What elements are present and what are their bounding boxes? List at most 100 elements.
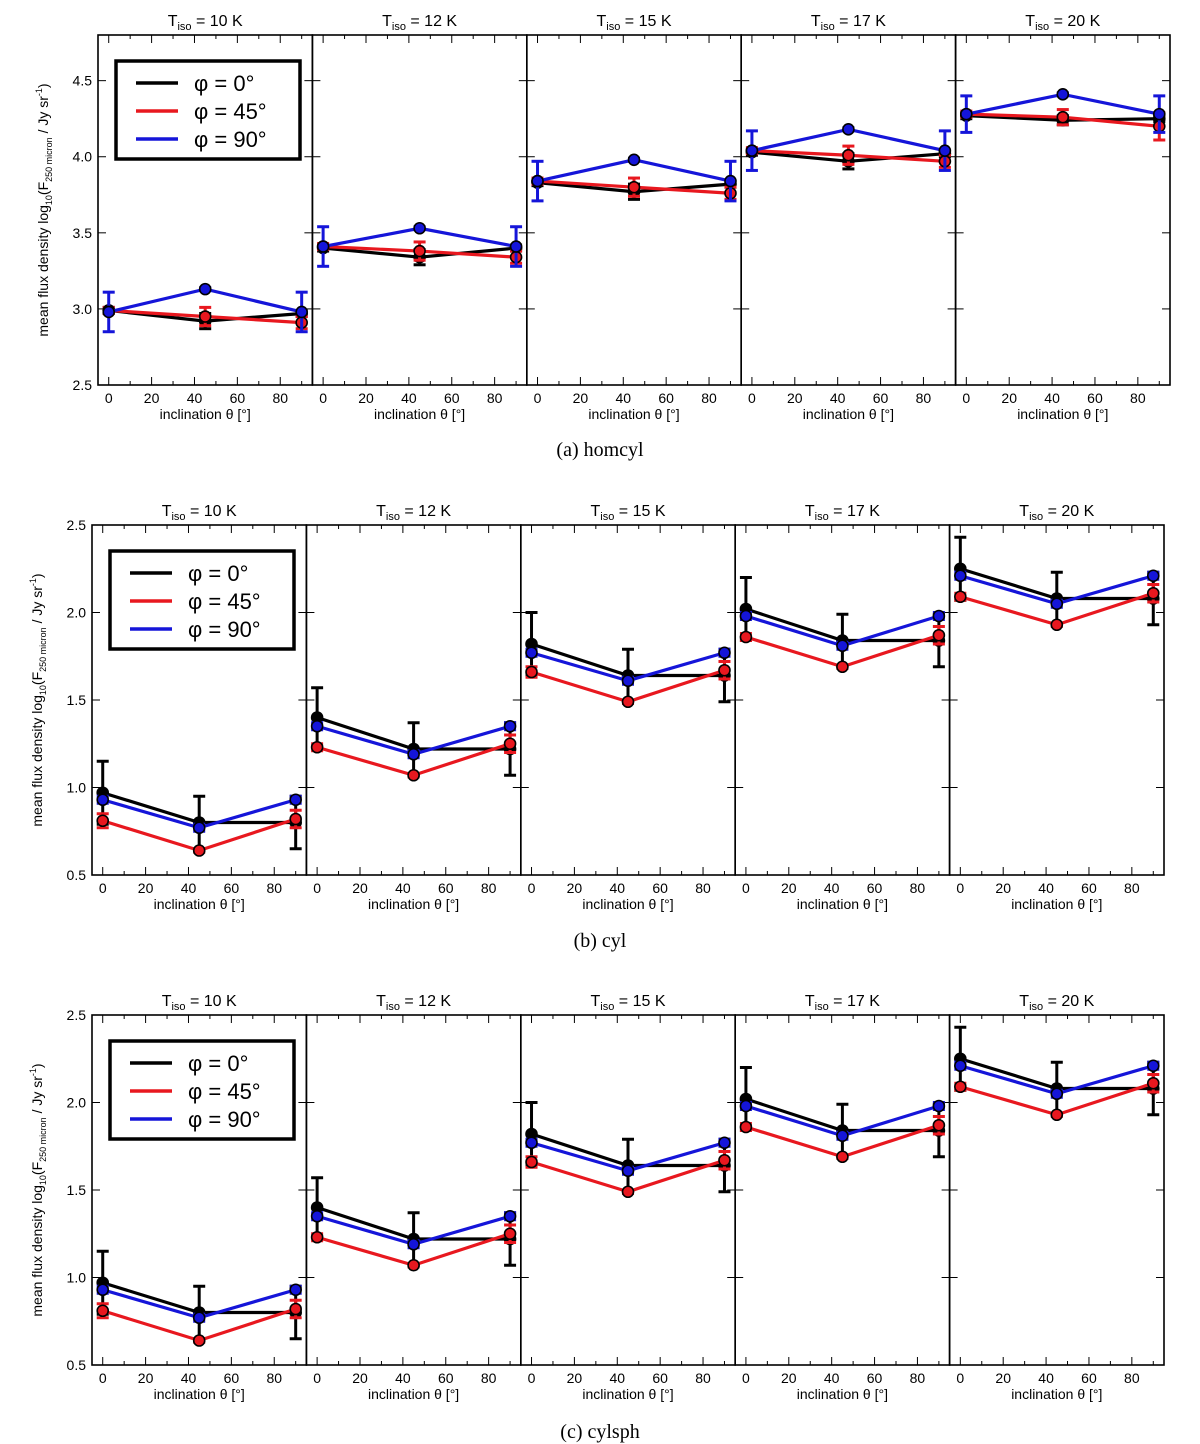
panel-title-sub: iso <box>815 511 829 523</box>
y-axis-label-close: ) <box>29 573 45 578</box>
x-tick-label: 20 <box>787 390 803 406</box>
x-tick-label: 0 <box>319 390 327 406</box>
x-tick-label: 80 <box>481 880 497 896</box>
x-tick-label: 80 <box>266 1370 282 1386</box>
x-tick-label: 60 <box>438 880 454 896</box>
data-point <box>932 1099 946 1113</box>
y-axis-label-close: ) <box>29 1063 45 1068</box>
x-tick-label: 60 <box>230 390 246 406</box>
x-tick-label: 80 <box>487 390 503 406</box>
data-point <box>407 747 420 761</box>
data-point <box>289 793 302 807</box>
panel-title-T: T <box>805 503 815 520</box>
series-3 <box>316 221 523 268</box>
series-2 <box>310 733 517 782</box>
y-axis-label-sub: 250 micron <box>38 1117 48 1162</box>
x-tick-label: 80 <box>910 1370 926 1386</box>
panel-frame <box>305 524 522 876</box>
data-point <box>627 180 641 194</box>
data-point <box>836 1129 849 1143</box>
series-1 <box>96 759 302 851</box>
panel-2: Tiso = 12 K 0 20 40 60 80 inclination θ [°] <box>305 993 522 1402</box>
x-tick-label: 80 <box>272 390 288 406</box>
x-axis-label: inclination θ [°] <box>368 896 459 912</box>
panel-title-rest: = 10 K <box>186 503 237 520</box>
figure-caption: (b) cyl <box>574 930 627 952</box>
x-tick-label: 0 <box>534 390 542 406</box>
data-point <box>836 1150 849 1164</box>
x-tick-label: 40 <box>824 1370 840 1386</box>
y-tick-label: 2.5 <box>73 377 93 393</box>
data-point <box>310 740 324 754</box>
panel-title: Tiso = 12 K <box>376 503 451 523</box>
x-tick-label: 20 <box>567 880 583 896</box>
x-tick-label: 80 <box>481 1370 497 1386</box>
series-1 <box>310 686 517 777</box>
y-axis-label-sup: -1 <box>28 578 38 586</box>
x-tick-label: 20 <box>567 1370 583 1386</box>
data-point <box>836 639 849 653</box>
x-tick-label: 80 <box>695 880 711 896</box>
data-point <box>1146 1059 1160 1073</box>
y-tick-label: 2.0 <box>67 1095 87 1111</box>
y-tick-label: 2.5 <box>67 1007 87 1023</box>
data-point <box>627 153 641 167</box>
x-axis-label: inclination θ [°] <box>1011 896 1102 912</box>
data-point <box>96 814 110 828</box>
y-axis-label-main: mean flux density log <box>29 695 45 827</box>
x-tick-label: 40 <box>615 390 631 406</box>
x-tick-label: 0 <box>956 1370 964 1386</box>
data-point <box>316 240 330 253</box>
data-point <box>739 630 753 644</box>
x-tick-label: 20 <box>781 1370 797 1386</box>
panel-title: Tiso = 12 K <box>376 993 451 1013</box>
panel-title: Tiso = 20 K <box>1019 993 1094 1013</box>
panel-title-sub: iso <box>386 511 400 523</box>
x-tick-label: 0 <box>956 880 964 896</box>
panel-title-rest: = 15 K <box>614 503 665 520</box>
data-point <box>295 305 308 319</box>
x-tick-label: 60 <box>658 390 674 406</box>
x-tick-label: 20 <box>138 1370 154 1386</box>
data-point <box>1146 569 1160 583</box>
panel-title-rest: = 17 K <box>829 503 880 520</box>
y-axis-label-unit: / Jy sr <box>29 586 45 628</box>
legend-label: φ = 90° <box>188 1107 261 1132</box>
x-tick-label: 40 <box>1038 880 1054 896</box>
data-point <box>531 174 544 188</box>
legend: φ = 0° φ = 45° φ = 90° <box>108 549 296 651</box>
series-1 <box>96 1249 302 1341</box>
data-point <box>96 1283 110 1297</box>
series-2 <box>525 1150 731 1199</box>
x-tick-label: 0 <box>962 390 970 406</box>
data-point <box>525 1136 538 1150</box>
panel-3: Tiso = 15 K 0 20 40 60 80 inclination θ [°] <box>519 993 736 1402</box>
y-tick-label: 1.0 <box>67 780 87 796</box>
panel-4: Tiso = 17 K 0 20 40 60 80 inclination θ [°] <box>734 993 951 1402</box>
data-point <box>503 737 517 751</box>
x-tick-label: 0 <box>99 1370 107 1386</box>
series-3 <box>739 1099 946 1143</box>
panel-title-sub: iso <box>600 511 614 523</box>
data-point <box>198 282 212 296</box>
panel-frame <box>311 34 528 386</box>
chart-1: mean flux density log10(F250 micron / Jy… <box>34 13 1171 461</box>
data-point <box>289 1302 302 1316</box>
panel-frame <box>305 1014 522 1366</box>
chart-2: mean flux density log10(F250 micron / Jy… <box>28 503 1165 952</box>
panel-title-rest: = 15 K <box>620 13 671 30</box>
y-axis-label-close: ) <box>35 83 51 88</box>
x-tick-label: 0 <box>99 880 107 896</box>
x-axis-label: inclination θ [°] <box>154 896 245 912</box>
x-tick-label: 40 <box>830 390 846 406</box>
x-axis-label: inclination θ [°] <box>374 406 465 422</box>
panel-title-rest: = 10 K <box>186 993 237 1010</box>
panel-title-T: T <box>811 13 821 30</box>
data-point <box>1152 107 1166 121</box>
panel-title-rest: = 20 K <box>1049 13 1100 30</box>
x-tick-label: 40 <box>181 880 197 896</box>
data-point <box>621 1164 635 1178</box>
x-tick-label: 60 <box>224 1370 240 1386</box>
series-3 <box>310 719 517 761</box>
legend-label: φ = 90° <box>188 617 261 642</box>
